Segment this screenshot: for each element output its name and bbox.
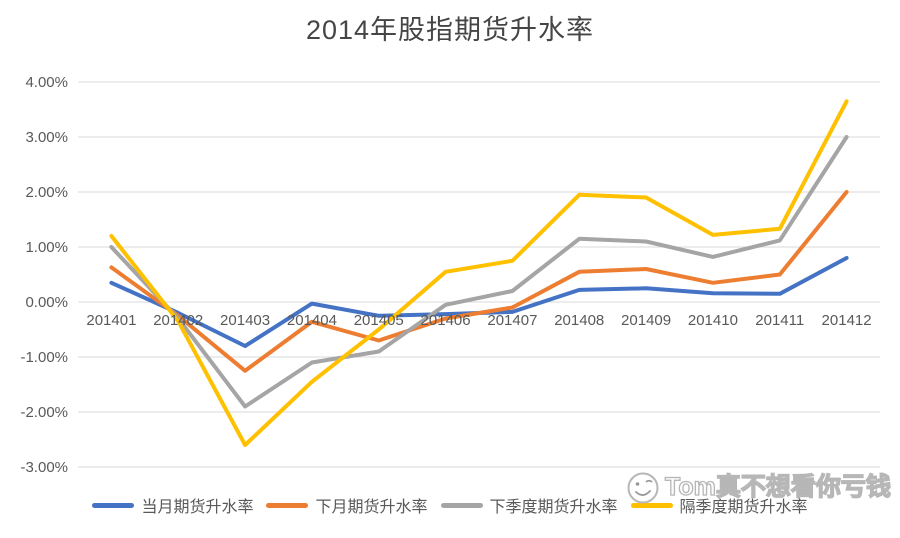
y-axis-tick-label: 0.00%: [25, 294, 68, 311]
legend-item-0: 当月期货升水率: [92, 493, 253, 517]
legend-swatch: [440, 502, 483, 508]
x-axis-tick-label: 201408: [554, 312, 604, 329]
y-axis-tick-label: 3.00%: [25, 129, 68, 146]
x-axis-tick-label: 201411: [755, 312, 804, 329]
x-axis-tick-label: 201406: [421, 312, 471, 329]
x-axis-tick-label: 201402: [153, 312, 203, 329]
y-axis-tick-label: 4.00%: [25, 74, 68, 91]
y-axis-tick-label: -1.00%: [20, 349, 68, 366]
chart-title: 2014年股指期货升水率: [305, 15, 595, 45]
x-axis-tick-label: 201409: [621, 312, 671, 329]
x-axis-tick-label: 201405: [354, 312, 404, 329]
legend-label: 当月期货升水率: [141, 499, 254, 516]
x-axis-tick-label: 201401: [86, 312, 136, 329]
y-axis-tick-label: 1.00%: [25, 239, 68, 256]
x-axis-tick-label: 201404: [287, 312, 337, 329]
legend: 当月期货升水率 下月期货升水率 下季度期货升水率 隔季度期货升水率: [0, 493, 900, 517]
y-axis-tick-label: -3.00%: [20, 459, 68, 476]
x-axis-tick-label: 201410: [688, 312, 738, 329]
legend-item-1: 下月期货升水率: [266, 493, 428, 517]
x-axis-tick-label: 201412: [822, 312, 872, 329]
y-axis-tick-label: 2.00%: [25, 184, 68, 201]
legend-label: 下月期货升水率: [315, 499, 428, 516]
series-line-3: [109, 99, 849, 447]
legend-label: 下季度期货升水率: [489, 499, 618, 516]
x-axis-tick-label: 201403: [220, 312, 270, 329]
legend-swatch: [266, 502, 309, 508]
legend-item-2: 下季度期货升水率: [440, 493, 618, 517]
legend-item-3: 隔季度期货升水率: [630, 493, 808, 517]
series-line-1: [109, 190, 849, 373]
x-axis-tick-label: 201407: [487, 312, 537, 329]
y-axis-tick-label: -2.00%: [20, 404, 68, 421]
legend-swatch: [630, 502, 673, 508]
legend-swatch: [92, 502, 135, 508]
legend-label: 隔季度期货升水率: [679, 499, 808, 516]
series-line-2: [109, 135, 849, 409]
